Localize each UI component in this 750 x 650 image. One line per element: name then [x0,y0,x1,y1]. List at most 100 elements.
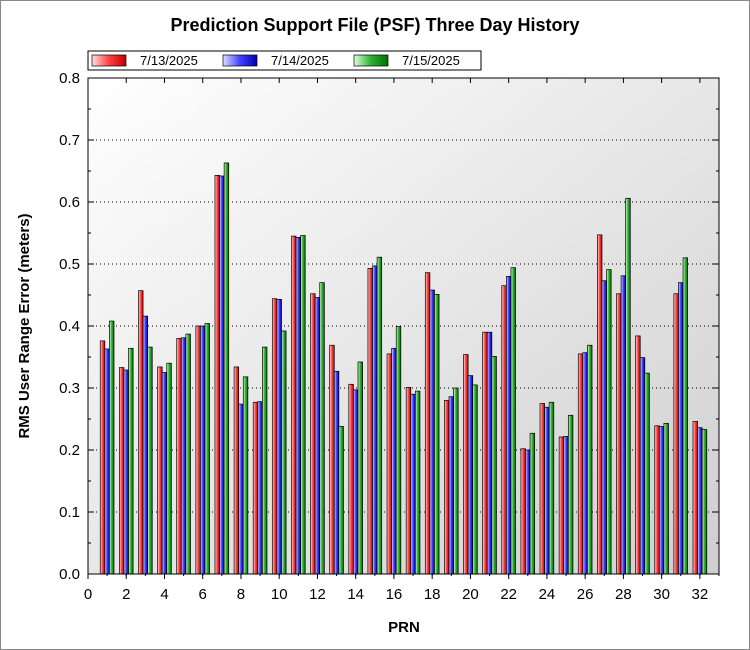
bar-prn-16-series-1 [386,353,392,575]
bar-prn-30-series-1 [654,425,660,575]
bar-prn-20-series-3 [472,384,478,575]
bar-prn-18-series-2 [429,289,435,575]
bar-prn-2-series-1 [119,367,125,575]
bar-prn-19-series-1 [444,400,450,575]
bar-prn-24-series-3 [548,401,555,575]
x-tick-label: 2 [122,586,130,603]
x-tick-label: 16 [386,586,403,603]
bar-prn-6-series-2 [200,325,206,575]
bar-prn-30-series-2 [658,426,665,575]
bar-prn-5-series-2 [180,337,187,575]
bar-prn-9-series-2 [257,401,263,575]
bar-prn-11-series-3 [300,235,306,575]
bar-prn-24-series-2 [544,406,550,575]
x-tick-label: 22 [500,586,517,603]
x-tick-label: 10 [271,586,288,603]
bars [99,162,708,575]
y-tick-label: 0.3 [59,380,80,397]
bar-prn-27-series-3 [606,269,612,575]
y-tick-label: 0.0 [59,566,80,583]
bar-prn-21-series-3 [491,356,497,575]
bar-prn-20-series-2 [467,375,474,575]
bar-prn-27-series-2 [601,280,607,575]
bar-prn-13-series-3 [338,426,344,575]
bar-prn-32-series-2 [697,427,703,575]
bar-prn-11-series-1 [291,235,297,575]
bar-prn-22-series-2 [506,276,512,575]
bar-prn-4-series-3 [166,362,172,575]
axes: 0.00.10.20.30.40.50.60.70.80 2 4 6 8 10 12 14 16… [59,70,720,603]
legend-swatch [91,54,127,67]
bar-prn-32-series-3 [701,429,708,575]
bar-prn-13-series-1 [329,344,335,575]
x-tick-label: 14 [347,586,364,603]
x-tick-label: 0 [84,586,92,603]
bar-prn-30-series-3 [663,422,669,575]
plot-area [88,78,719,574]
y-tick-label: 0.2 [59,442,80,459]
bar-prn-5-series-1 [176,338,182,575]
bar-prn-13-series-2 [333,370,340,575]
y-tick-label: 0.7 [59,132,80,149]
bar-prn-25-series-3 [567,414,574,575]
bar-prn-6-series-3 [204,323,210,575]
legend: 7/13/2025 7/14/2025 7/15/2025 [87,50,482,71]
bar-prn-10-series-2 [276,298,282,575]
bar-prn-10-series-1 [271,298,278,575]
bar-prn-9-series-1 [252,401,259,575]
bar-prn-31-series-2 [678,282,684,575]
bar-prn-24-series-1 [539,403,545,575]
x-tick-label: 6 [199,586,207,603]
x-axis-title: PRN [388,619,420,636]
bar-prn-20-series-1 [463,354,469,575]
bar-prn-14-series-1 [348,383,354,575]
bar-prn-26-series-2 [582,352,588,575]
bar-prn-21-series-2 [486,331,493,575]
x-tick-label: 18 [424,586,441,603]
x-tick-label: 28 [615,586,632,603]
bar-prn-31-series-3 [682,257,688,575]
bar-prn-19-series-2 [448,396,454,575]
x-tick-label: 20 [462,586,479,603]
bar-prn-7-series-1 [214,174,220,575]
x-tick-label: 4 [160,586,168,603]
bar-prn-4-series-2 [161,372,168,575]
bar-prn-7-series-2 [219,175,225,575]
bar-prn-4-series-1 [157,366,163,575]
bar-prn-9-series-3 [262,346,268,575]
y-tick-label: 0.4 [59,318,80,335]
bar-prn-23-series-1 [520,448,526,575]
bar-prn-1-series-1 [99,340,106,575]
y-tick-label: 0.6 [59,194,80,211]
bar-prn-28-series-1 [616,293,622,575]
legend-label: 7/14/2025 [271,53,329,68]
bar-prn-18-series-1 [424,272,431,575]
x-tick-label: 8 [237,586,245,603]
bar-prn-32-series-1 [692,421,698,575]
bar-prn-12-series-3 [319,282,325,575]
bar-prn-25-series-1 [558,436,565,575]
bar-prn-8-series-3 [242,376,249,575]
bar-prn-26-series-3 [587,344,593,575]
chart-title: Prediction Support File (PSF) Three Day … [170,15,579,35]
bar-prn-8-series-1 [233,366,240,575]
bar-prn-29-series-3 [644,372,650,575]
bar-prn-17-series-1 [405,387,412,575]
legend-swatch [222,54,258,67]
legend-label: 7/15/2025 [402,53,460,68]
bar-prn-15-series-3 [376,256,383,575]
bar-prn-26-series-1 [577,353,584,575]
bar-prn-28-series-3 [625,197,631,575]
y-tick-label: 0.1 [59,504,80,521]
bar-prn-21-series-1 [482,331,488,575]
y-tick-label: 0.5 [59,256,80,273]
bar-prn-27-series-1 [597,234,603,575]
bar-prn-1-series-3 [109,320,115,575]
bar-prn-3-series-1 [138,290,144,575]
bar-prn-1-series-2 [104,348,110,575]
x-tick-label: 24 [539,586,556,603]
bar-prn-23-series-3 [529,432,536,575]
bar-prn-14-series-2 [353,389,359,575]
bar-prn-29-series-1 [635,335,641,575]
